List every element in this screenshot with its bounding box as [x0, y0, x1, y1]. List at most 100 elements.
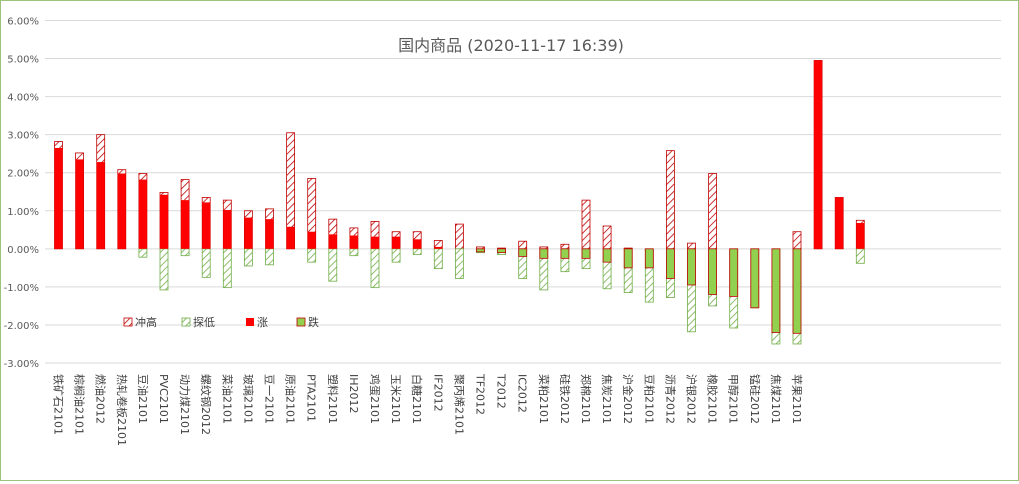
x-axis-ticks: 铁矿石2101 棕榈油2101 燃油2012 热轧卷板2101 豆油2101 PVC210…	[52, 373, 805, 446]
bar-rise	[181, 200, 190, 249]
bar-rise	[371, 236, 379, 249]
y-tick-label: 4.00%	[7, 93, 39, 104]
bar-rise	[307, 231, 316, 249]
x-tick-label: 玉米2101	[389, 374, 402, 424]
bar-rise	[392, 236, 401, 249]
x-tick-label: IH2012	[347, 374, 360, 414]
bar-fall	[518, 248, 528, 257]
x-tick-label: 菜油2101	[220, 374, 234, 424]
bar-fall	[560, 248, 570, 259]
bar-fall	[497, 248, 507, 254]
bar-low	[201, 248, 211, 278]
bar-fall	[644, 248, 654, 269]
bar-rise	[244, 217, 253, 249]
x-tick-label: TF2012	[474, 373, 487, 415]
bar-fall	[771, 248, 781, 333]
chart-title: 国内商品 (2020-11-17 16:39)	[398, 36, 624, 55]
x-tick-label: 玻璃2101	[241, 374, 255, 424]
bar-high	[581, 199, 591, 250]
bar-fall	[729, 248, 739, 297]
x-tick-label: 铁矿石2101	[52, 374, 65, 435]
x-tick-label: 聚丙烯2101	[452, 374, 465, 435]
x-tick-label: 白糖2101	[410, 374, 424, 424]
bar-fall	[666, 248, 675, 279]
legend-swatch-low	[181, 317, 191, 327]
x-tick-label: 燃油2012	[94, 374, 108, 424]
bar-rise	[413, 239, 422, 249]
y-tick-label: 2.00%	[7, 169, 39, 180]
bar-rise	[349, 235, 358, 249]
bar-fall	[539, 248, 549, 259]
x-tick-label: 沪银2012	[685, 374, 699, 424]
bar-rise	[814, 60, 823, 249]
x-tick-label: T2012	[495, 373, 508, 409]
bar-low	[370, 248, 380, 289]
bar-fall	[708, 248, 717, 295]
bar-fall	[602, 248, 612, 263]
bar-high	[792, 231, 802, 250]
legend-label-high: 冲高	[135, 315, 157, 329]
bar-low	[454, 248, 464, 279]
x-tick-label: 菜粕2101	[537, 374, 551, 424]
bar-fall	[792, 248, 802, 334]
bar-rise	[117, 173, 126, 249]
bar-rise	[138, 179, 147, 249]
x-tick-label: PVC2101	[157, 374, 170, 424]
bar-high	[454, 223, 464, 250]
legend-swatch-rise	[246, 318, 254, 326]
x-tick-label: IC2012	[516, 374, 529, 413]
x-tick-label: PTA2101	[305, 374, 318, 422]
y-axis-ticks: 6.00% 5.00% 4.00% 3.00% 2.00% 1.00% 0.00% -1.00…	[4, 17, 39, 371]
bar-rise	[75, 159, 84, 249]
bar-rise	[265, 219, 274, 249]
x-tick-label: IF2012	[431, 374, 444, 412]
bar-rise	[286, 226, 295, 249]
bar-low	[243, 248, 253, 267]
y-tick-label: -3.00%	[4, 359, 39, 370]
bar-rise	[54, 147, 63, 249]
legend-label-low: 探低	[193, 316, 215, 329]
bar-low	[349, 248, 359, 257]
legend-label-rise: 涨	[257, 316, 268, 329]
bar-fall	[750, 248, 760, 309]
legend: 冲高 探低 涨 跌	[123, 315, 319, 329]
legend-label-fall: 跌	[308, 315, 319, 329]
x-tick-label: 豆油2101	[136, 374, 150, 424]
x-tick-label: 橡胶2101	[706, 374, 720, 424]
bar-fall	[623, 248, 633, 269]
y-tick-label: 3.00%	[7, 131, 39, 142]
bar-low	[180, 248, 190, 257]
y-tick-label: -1.00%	[4, 283, 39, 294]
x-tick-label: 锰硅2012	[748, 374, 762, 424]
bar-low	[159, 248, 169, 291]
bar-rise	[96, 162, 105, 249]
x-tick-label: 豆一2101	[263, 374, 276, 424]
y-tick-label: -2.00%	[4, 321, 39, 332]
bar-fall	[476, 248, 485, 253]
bar-high	[687, 242, 696, 250]
bar-high	[518, 240, 528, 250]
x-tick-label: 焦煤2101	[769, 374, 782, 424]
bar-fall	[687, 248, 696, 286]
bar-rise	[835, 197, 844, 249]
bar-rise	[328, 234, 337, 249]
bar-low	[391, 248, 401, 263]
bar-rise	[160, 194, 168, 249]
x-tick-label: 焦炭2101	[600, 374, 613, 424]
bar-low	[855, 248, 865, 264]
bar-high	[602, 225, 612, 250]
x-tick-label: 豆粕2101	[642, 374, 656, 424]
legend-swatch-fall	[296, 317, 306, 327]
y-tick-label: 1.00%	[7, 207, 39, 218]
x-tick-label: 螺纹钢2012	[199, 374, 213, 435]
bar-high	[560, 243, 570, 250]
bar-low	[328, 248, 338, 282]
x-tick-label: 棕榈油2101	[73, 374, 87, 435]
bar-rise	[856, 222, 865, 249]
bar-rise	[223, 210, 232, 249]
x-tick-label: 动力煤2101	[178, 374, 191, 435]
x-tick-label: 硅铁2012	[558, 374, 571, 424]
bar-low	[138, 248, 148, 258]
